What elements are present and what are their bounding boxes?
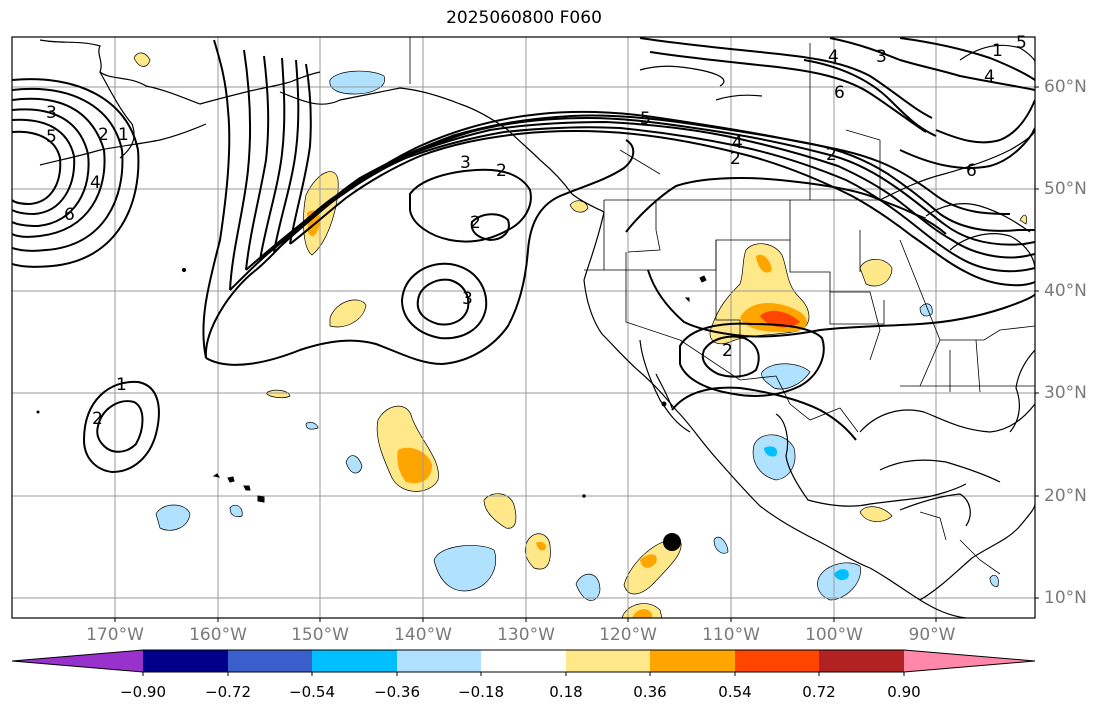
colorbar-tick-label: −0.72 [205, 683, 251, 701]
contour-label: 6 [834, 83, 845, 103]
colorbar-tick-label: −0.54 [289, 683, 335, 701]
contour-label: 1 [118, 125, 129, 145]
lat-label: 50°N [1044, 179, 1087, 199]
lat-label: 60°N [1044, 77, 1087, 97]
colorbar-segment [143, 650, 228, 672]
colorbar-segment [312, 650, 397, 672]
contour-label: 6 [966, 161, 977, 181]
contour-label: 5 [1016, 33, 1027, 53]
colorbar-segment [735, 650, 819, 672]
lon-label: 100°W [805, 625, 863, 645]
colorbar-tick-label: 0.18 [549, 683, 583, 701]
contour-label: 2 [92, 409, 103, 429]
colorbar-tick-label: 0.54 [718, 683, 752, 701]
contour-label: 4 [90, 173, 101, 193]
colorbar-segment [819, 650, 904, 672]
colorbar-tick-label: 0.36 [633, 683, 667, 701]
colorbar-segment [566, 650, 650, 672]
contour-label: 2 [496, 161, 507, 181]
graticule [12, 37, 1035, 618]
contour-label: 1 [992, 41, 1003, 61]
lon-label: 170°W [86, 625, 144, 645]
contour-label: 2 [722, 341, 733, 361]
colorbar-segment [397, 650, 481, 672]
colorbar-tick-label: 0.90 [887, 683, 921, 701]
lat-label: 10°N [1044, 588, 1087, 608]
map-background [12, 37, 1035, 618]
lon-label: 120°W [599, 625, 657, 645]
contour-label: 2 [470, 213, 481, 233]
lat-label: 40°N [1044, 281, 1087, 301]
colorbar-extend-low [12, 650, 143, 672]
lon-label: 150°W [291, 625, 349, 645]
negative-anomaly-shading [155, 70, 999, 601]
contour-label: 2 [98, 125, 109, 145]
colorbar-tick-label: −0.90 [120, 683, 166, 701]
islands [36, 267, 707, 503]
lat-label: 20°N [1044, 486, 1087, 506]
lon-label: 130°W [497, 625, 555, 645]
contour-label-group: 3 5 2 1 4 6 2 1 3 2 3 2 5 4 2 3 4 6 6 5 … [46, 33, 1027, 429]
colorbar-tick-label: 0.72 [802, 683, 836, 701]
colorbar [11, 649, 1036, 676]
contour-label: 3 [46, 103, 57, 123]
lat-ticks [1035, 86, 1039, 599]
contour-label: 6 [64, 205, 75, 225]
contour-label: 4 [828, 47, 839, 67]
map-frame [11, 36, 1036, 619]
colorbar-tick-label: −0.36 [374, 683, 420, 701]
lat-label: 30°N [1044, 383, 1087, 403]
lon-ticks [114, 618, 937, 622]
positive-anomaly-shading [133, 52, 1027, 618]
contour-label: 5 [46, 127, 57, 147]
contour-label: 4 [732, 133, 743, 153]
coastlines [39, 39, 1035, 618]
contour-label: 3 [460, 153, 471, 173]
lon-label: 90°W [908, 625, 956, 645]
storm-position-dot [663, 533, 681, 551]
contour-lines [12, 37, 1035, 474]
lon-label: 110°W [702, 625, 760, 645]
colorbar-segment [481, 650, 566, 672]
contour-label: 3 [462, 289, 473, 309]
contour-label: 2 [730, 149, 741, 169]
colorbar-segment [650, 650, 735, 672]
contour-label: 5 [640, 109, 651, 129]
contour-label: 4 [984, 67, 995, 87]
colorbar-segment [228, 650, 312, 672]
political-borders [409, 37, 1035, 575]
contour-label: 2 [826, 145, 837, 165]
colorbar-tick-label: −0.18 [458, 683, 504, 701]
contour-label: 1 [116, 375, 127, 395]
colorbar-extend-high [904, 650, 1035, 672]
lon-label: 160°W [189, 625, 247, 645]
contour-label: 3 [876, 47, 887, 67]
map-title: 2025060800 F060 [446, 8, 602, 28]
lon-label: 140°W [394, 625, 452, 645]
